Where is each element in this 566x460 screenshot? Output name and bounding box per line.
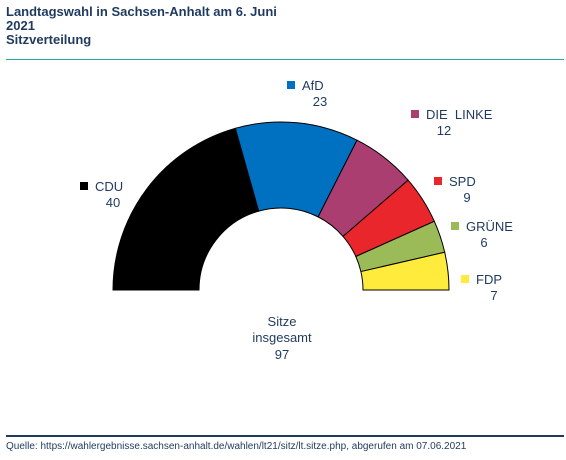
legend-marker-spd bbox=[434, 177, 442, 185]
label-name-afd: AfD bbox=[302, 78, 324, 93]
top-divider bbox=[6, 59, 564, 60]
label-value-die-linke: 12 bbox=[437, 123, 451, 138]
label-value-fdp: 7 bbox=[490, 288, 497, 303]
total-value: 97 bbox=[275, 347, 289, 362]
total-label-line2: insgesamt bbox=[252, 330, 312, 345]
bottom-divider bbox=[6, 435, 564, 437]
label-value-afd: 23 bbox=[313, 94, 327, 109]
label-name-die-linke: DIE LINKE bbox=[426, 107, 493, 122]
label-name-spd: SPD bbox=[449, 174, 476, 189]
legend-marker-afd bbox=[287, 81, 295, 89]
chart-subtitle: Sitzverteilung bbox=[6, 32, 92, 47]
total-block: Sitze insgesamt 97 bbox=[252, 314, 312, 362]
slice-cdu bbox=[112, 127, 260, 291]
source-note: Quelle: https://wahlergebnisse.sachsen-a… bbox=[6, 441, 467, 452]
label-value-spd: 9 bbox=[463, 190, 470, 205]
legend-marker-fdp bbox=[461, 275, 469, 283]
label-name-fdp: FDP bbox=[476, 272, 502, 287]
chart-title: Landtagswahl in Sachsen-Anhalt am 6. Jun… bbox=[6, 4, 277, 19]
legend-marker-die-linke bbox=[411, 110, 419, 118]
chart-title-block: Landtagswahl in Sachsen-Anhalt am 6. Jun… bbox=[6, 5, 562, 47]
total-label-line1: Sitze bbox=[268, 314, 297, 329]
slice-fdp bbox=[360, 251, 450, 291]
legend-marker-gr-ne bbox=[451, 222, 459, 230]
chart-slices bbox=[112, 121, 450, 291]
label-value-cdu: 40 bbox=[106, 195, 120, 210]
label-name-cdu: CDU bbox=[95, 179, 123, 194]
label-name-gr-ne: GRÜNE bbox=[466, 219, 513, 234]
label-value-gr-ne: 6 bbox=[480, 235, 487, 250]
legend-marker-cdu bbox=[80, 182, 88, 190]
chart-title-year: 2021 bbox=[6, 18, 35, 33]
